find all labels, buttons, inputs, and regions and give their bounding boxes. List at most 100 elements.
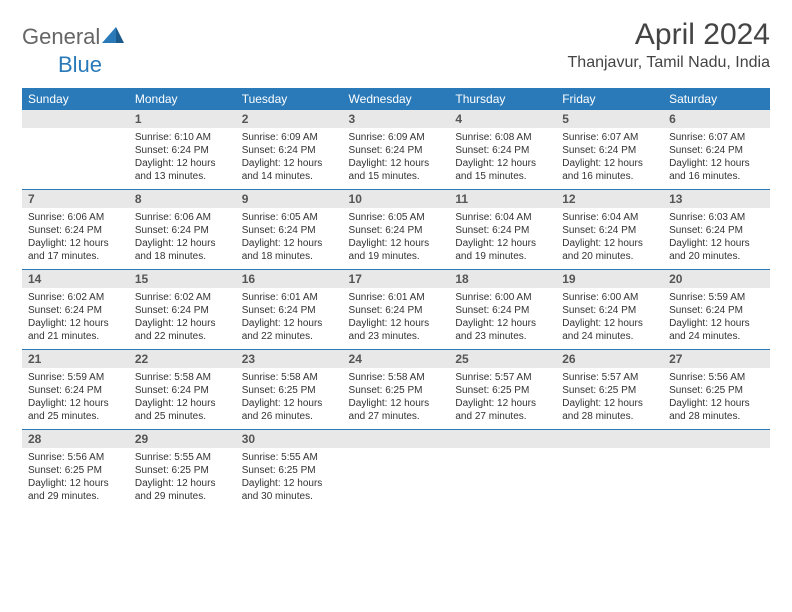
calendar-row: 14Sunrise: 6:02 AMSunset: 6:24 PMDayligh…: [22, 270, 770, 350]
day-body: Sunrise: 6:00 AMSunset: 6:24 PMDaylight:…: [449, 288, 556, 349]
daylight-line: Daylight: 12 hours and 30 minutes.: [242, 478, 323, 502]
sunset-line: Sunset: 6:24 PM: [669, 145, 743, 156]
sunrise-line: Sunrise: 5:56 AM: [28, 452, 104, 463]
day-body: Sunrise: 6:04 AMSunset: 6:24 PMDaylight:…: [556, 208, 663, 269]
sunrise-line: Sunrise: 5:57 AM: [455, 372, 531, 383]
day-body: Sunrise: 5:58 AMSunset: 6:25 PMDaylight:…: [236, 368, 343, 429]
calendar-row: 21Sunrise: 5:59 AMSunset: 6:24 PMDayligh…: [22, 350, 770, 430]
sunset-line: Sunset: 6:25 PM: [562, 385, 636, 396]
day-body: Sunrise: 6:09 AMSunset: 6:24 PMDaylight:…: [236, 128, 343, 189]
sunrise-line: Sunrise: 6:06 AM: [28, 212, 104, 223]
daylight-line: Daylight: 12 hours and 21 minutes.: [28, 318, 109, 342]
calendar-cell: [663, 430, 770, 510]
daylight-line: Daylight: 12 hours and 17 minutes.: [28, 238, 109, 262]
sunset-line: Sunset: 6:24 PM: [28, 385, 102, 396]
daylight-line: Daylight: 12 hours and 28 minutes.: [562, 398, 643, 422]
calendar-body: 1Sunrise: 6:10 AMSunset: 6:24 PMDaylight…: [22, 110, 770, 509]
sunset-line: Sunset: 6:25 PM: [669, 385, 743, 396]
sunrise-line: Sunrise: 6:02 AM: [28, 292, 104, 303]
day-number: 5: [556, 110, 663, 128]
day-body: Sunrise: 6:08 AMSunset: 6:24 PMDaylight:…: [449, 128, 556, 189]
sunrise-line: Sunrise: 5:57 AM: [562, 372, 638, 383]
sunrise-line: Sunrise: 6:00 AM: [562, 292, 638, 303]
day-number: 13: [663, 190, 770, 208]
calendar-cell: 6Sunrise: 6:07 AMSunset: 6:24 PMDaylight…: [663, 110, 770, 190]
sunrise-line: Sunrise: 6:08 AM: [455, 132, 531, 143]
day-number: 15: [129, 270, 236, 288]
calendar-cell: 1Sunrise: 6:10 AMSunset: 6:24 PMDaylight…: [129, 110, 236, 190]
day-body: Sunrise: 6:03 AMSunset: 6:24 PMDaylight:…: [663, 208, 770, 269]
day-body: Sunrise: 6:05 AMSunset: 6:24 PMDaylight:…: [343, 208, 450, 269]
calendar-cell: [556, 430, 663, 510]
day-number: 25: [449, 350, 556, 368]
daylight-line: Daylight: 12 hours and 24 minutes.: [669, 318, 750, 342]
calendar-row: 1Sunrise: 6:10 AMSunset: 6:24 PMDaylight…: [22, 110, 770, 190]
calendar-cell: 12Sunrise: 6:04 AMSunset: 6:24 PMDayligh…: [556, 190, 663, 270]
day-body: Sunrise: 5:58 AMSunset: 6:24 PMDaylight:…: [129, 368, 236, 429]
calendar-cell: 24Sunrise: 5:58 AMSunset: 6:25 PMDayligh…: [343, 350, 450, 430]
sunrise-line: Sunrise: 6:05 AM: [242, 212, 318, 223]
day-number: 21: [22, 350, 129, 368]
sunset-line: Sunset: 6:24 PM: [349, 305, 423, 316]
day-body: Sunrise: 6:07 AMSunset: 6:24 PMDaylight:…: [663, 128, 770, 189]
sunrise-line: Sunrise: 6:02 AM: [135, 292, 211, 303]
day-body: Sunrise: 6:00 AMSunset: 6:24 PMDaylight:…: [556, 288, 663, 349]
sunrise-line: Sunrise: 6:09 AM: [349, 132, 425, 143]
daylight-line: Daylight: 12 hours and 26 minutes.: [242, 398, 323, 422]
sunset-line: Sunset: 6:24 PM: [242, 145, 316, 156]
daylight-line: Daylight: 12 hours and 15 minutes.: [455, 158, 536, 182]
day-number: 18: [449, 270, 556, 288]
daylight-line: Daylight: 12 hours and 22 minutes.: [135, 318, 216, 342]
sunrise-line: Sunrise: 5:58 AM: [349, 372, 425, 383]
day-number: 8: [129, 190, 236, 208]
day-body: Sunrise: 5:57 AM Sunset: 6:25 PM Daylight:…: [556, 368, 663, 429]
calendar-cell: [22, 110, 129, 190]
daylight-line: Daylight: 12 hours and 29 minutes.: [135, 478, 216, 502]
day-body: Sunrise: 6:06 AMSunset: 6:24 PMDaylight:…: [129, 208, 236, 269]
brand-part2: Blue: [58, 52, 102, 77]
sunset-line: Sunset: 6:25 PM: [349, 385, 423, 396]
day-body: Sunrise: 6:07 AMSunset: 6:24 PMDaylight:…: [556, 128, 663, 189]
sunset-line: Sunset: 6:24 PM: [135, 225, 209, 236]
day-body: Sunrise: 5:57 AMSunset: 6:25 PMDaylight:…: [449, 368, 556, 429]
calendar-cell: 29Sunrise: 5:55 AMSunset: 6:25 PMDayligh…: [129, 430, 236, 510]
day-body: Sunrise: 6:09 AMSunset: 6:24 PMDaylight:…: [343, 128, 450, 189]
day-body-empty: [343, 448, 450, 496]
day-number: 9: [236, 190, 343, 208]
sunset-line: Sunset: 6:25 PM: [242, 465, 316, 476]
sunrise-line: Sunrise: 6:07 AM: [562, 132, 638, 143]
sunrise-line: Sunrise: 6:01 AM: [349, 292, 425, 303]
sunset-line: Sunset: 6:24 PM: [135, 385, 209, 396]
calendar-cell: 19Sunrise: 6:00 AMSunset: 6:24 PMDayligh…: [556, 270, 663, 350]
sunset-line: Sunset: 6:24 PM: [349, 225, 423, 236]
day-body: Sunrise: 5:55 AMSunset: 6:25 PMDaylight:…: [236, 448, 343, 509]
day-number: 12: [556, 190, 663, 208]
sunset-line: Sunset: 6:25 PM: [242, 385, 316, 396]
day-number: 19: [556, 270, 663, 288]
calendar-cell: 17Sunrise: 6:01 AMSunset: 6:24 PMDayligh…: [343, 270, 450, 350]
day-body-empty: [449, 448, 556, 496]
calendar-cell: 15 Sunrise: 6:02 AM Sunset: 6:24 PM Dayligh…: [129, 270, 236, 350]
day-body: Sunrise: 6:04 AMSunset: 6:24 PMDaylight:…: [449, 208, 556, 269]
calendar-cell: 9Sunrise: 6:05 AMSunset: 6:24 PMDaylight…: [236, 190, 343, 270]
weekday-header: Sunday: [22, 88, 129, 110]
sunset-line: Sunset: 6:24 PM: [135, 305, 209, 316]
day-number: 28: [22, 430, 129, 448]
calendar-cell: 3Sunrise: 6:09 AMSunset: 6:24 PMDaylight…: [343, 110, 450, 190]
brand-part1: General: [22, 24, 100, 50]
daylight-line: Daylight: 12 hours and 20 minutes.: [669, 238, 750, 262]
sunrise-line: Sunrise: 6:04 AM: [562, 212, 638, 223]
calendar-cell: 28Sunrise: 5:56 AMSunset: 6:25 PMDayligh…: [22, 430, 129, 510]
day-body-empty: [22, 128, 129, 176]
sunrise-line: Sunrise: 5:56 AM: [669, 372, 745, 383]
calendar-cell: 7Sunrise: 6:06 AMSunset: 6:24 PMDaylight…: [22, 190, 129, 270]
daylight-line: Daylight: 12 hours and 27 minutes.: [349, 398, 430, 422]
sunrise-line: Sunrise: 6:07 AM: [669, 132, 745, 143]
day-number: 29: [129, 430, 236, 448]
calendar-row: 28 Sunrise: 5:56 AM Sunset: 6:25 PM Dayligh…: [22, 430, 770, 510]
calendar-cell: 10Sunrise: 6:05 AMSunset: 6:24 PMDayligh…: [343, 190, 450, 270]
sunrise-line: Sunrise: 6:05 AM: [349, 212, 425, 223]
day-number: 27: [663, 350, 770, 368]
day-body: Sunrise: 5:58 AM Sunset: 6:25 PM Daylight:…: [343, 368, 450, 429]
sunset-line: Sunset: 6:24 PM: [242, 225, 316, 236]
